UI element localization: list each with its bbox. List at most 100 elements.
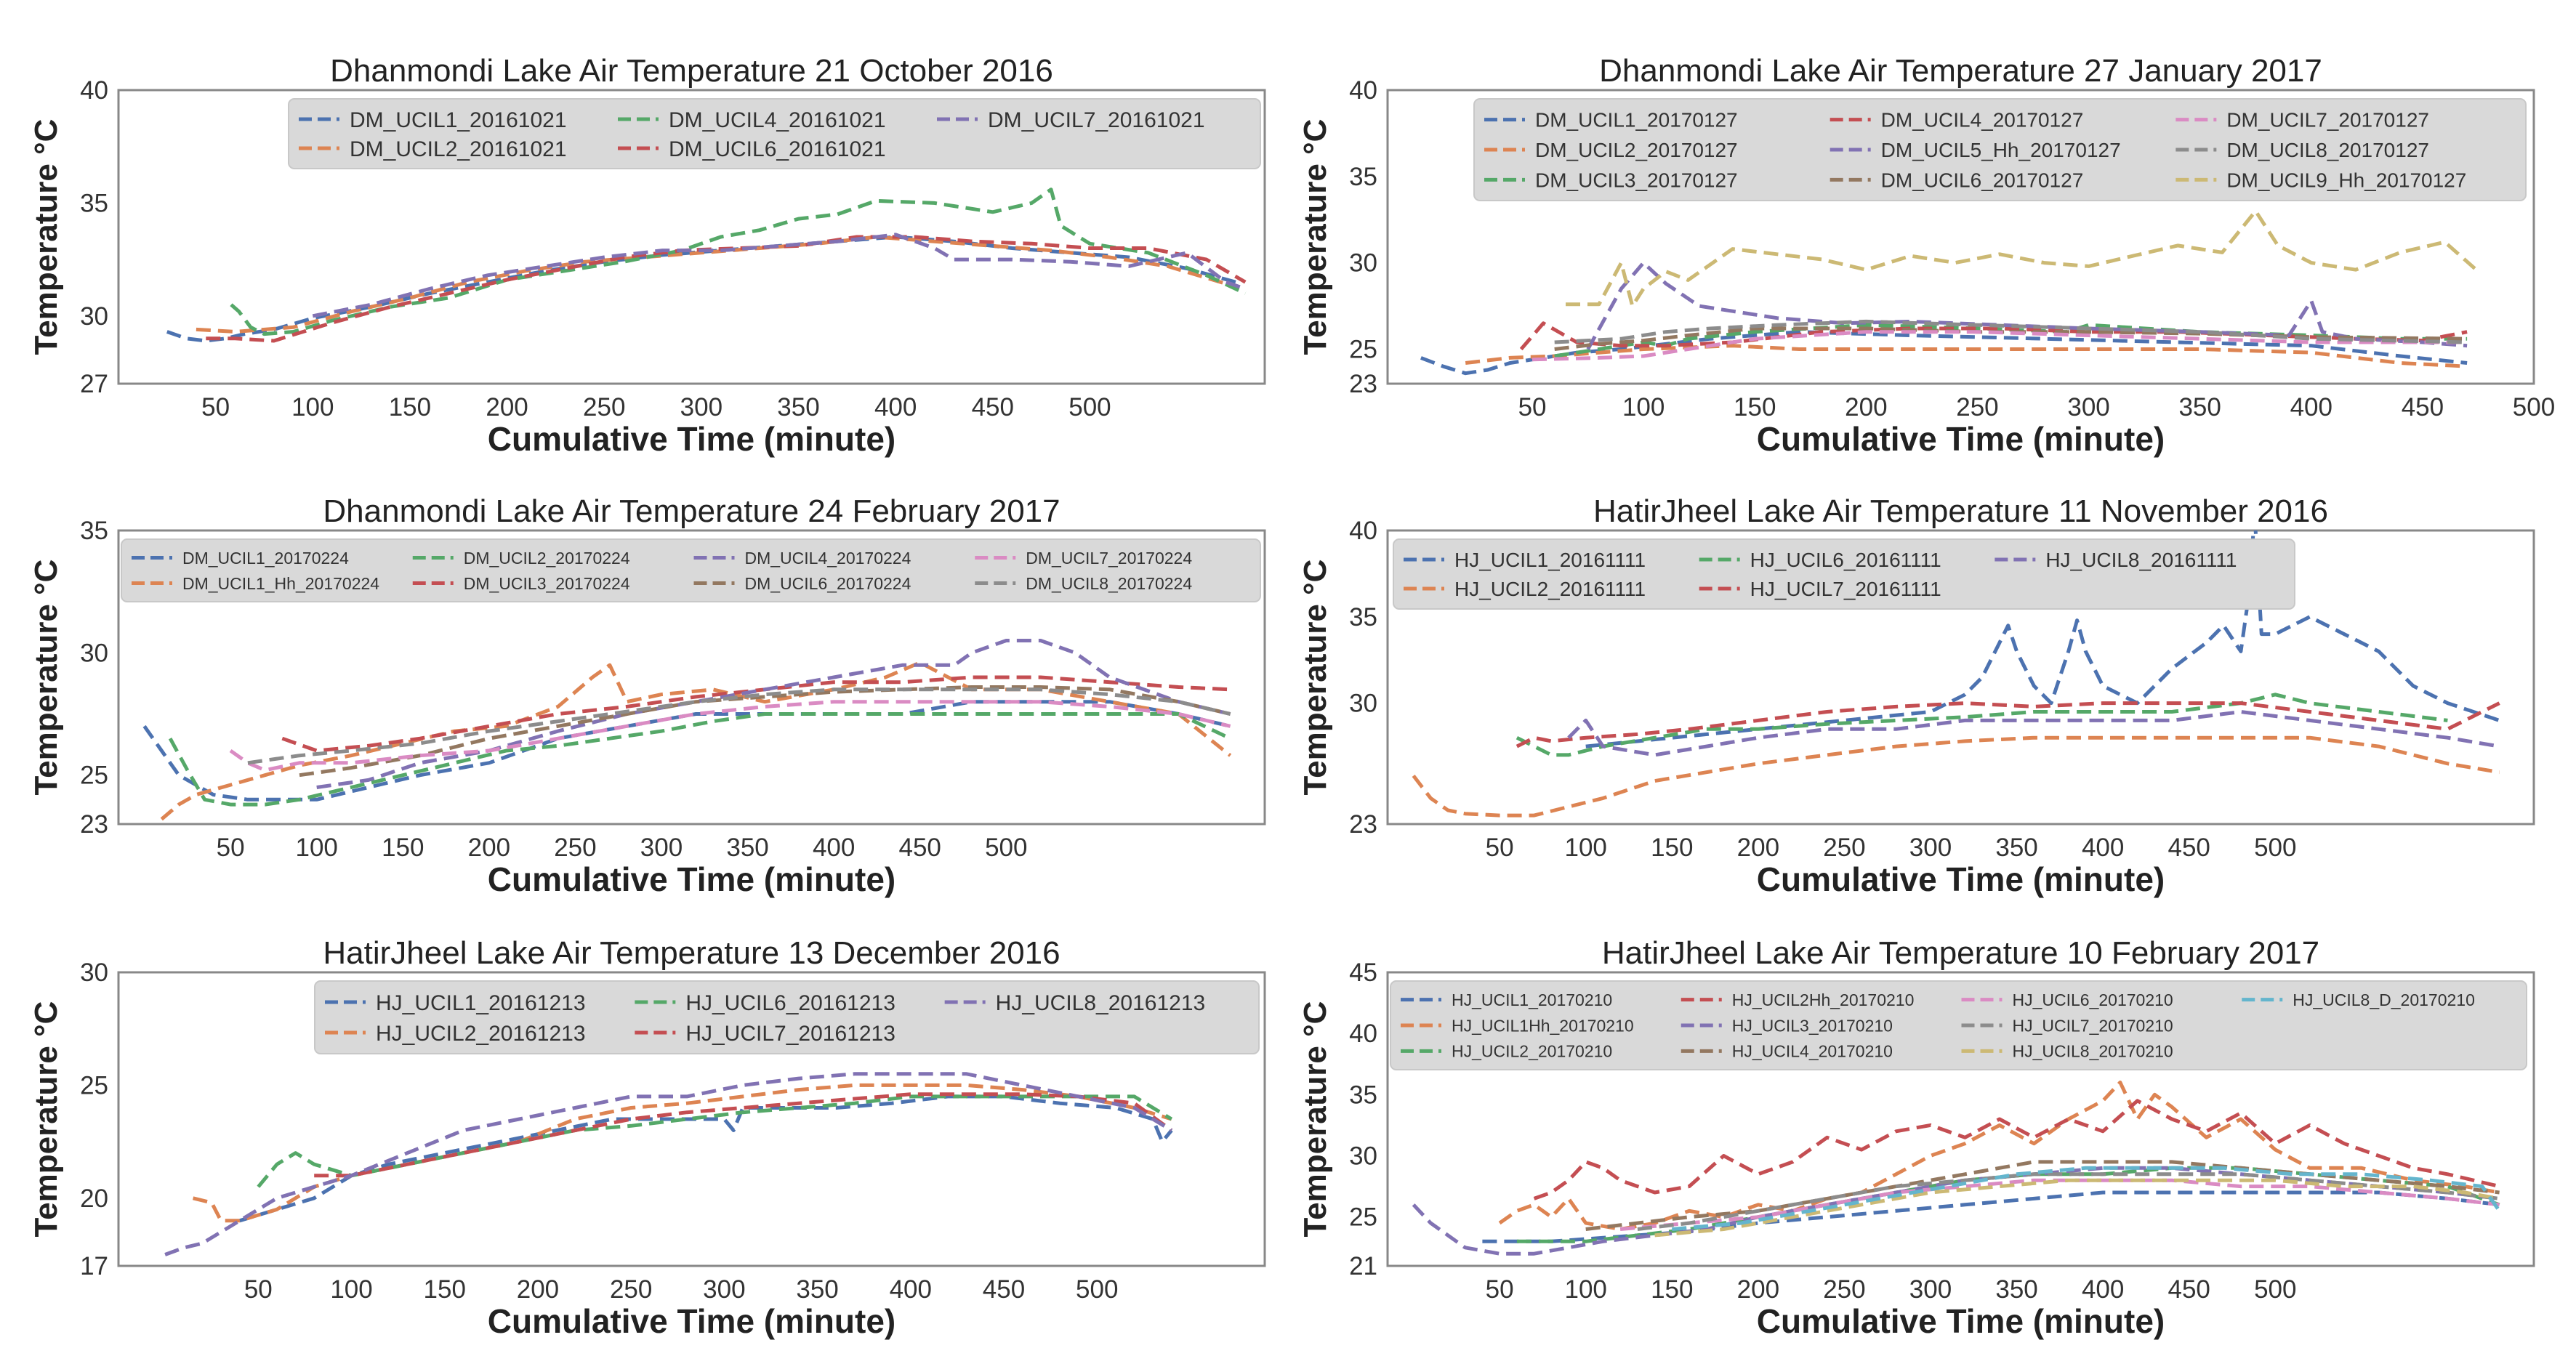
legend-label: HJ_UCIL7_20170210 [2013, 1016, 2173, 1035]
y-tick-label: 30 [1349, 1142, 1377, 1171]
x-tick-label: 450 [2402, 393, 2444, 421]
y-tick-label: 45 [1349, 959, 1377, 987]
y-axis-label: Temperature °C [1297, 1001, 1333, 1238]
chart-panel-6: HatirJheel Lake Air Temperature 10 Febru… [1297, 935, 2535, 1340]
legend-label: HJ_UCIL1Hh_20170210 [1452, 1016, 1634, 1035]
legend-label: HJ_UCIL7_20161213 [685, 1022, 895, 1046]
legend-label: DM_UCIL3_20170224 [464, 574, 630, 593]
y-tick-label: 35 [80, 189, 108, 217]
series-line-HJ_UCIL1_20161213 [238, 1094, 1173, 1223]
y-tick-label: 35 [1349, 163, 1377, 191]
y-tick-label: 25 [80, 1071, 108, 1099]
legend-label: HJ_UCIL6_20161111 [1750, 549, 1941, 571]
legend-label: DM_UCIL4_20170224 [745, 549, 911, 568]
series-line-DM_UCIL1_20170224 [142, 700, 1231, 802]
series-line-DM_UCIL2_20161021 [196, 235, 1236, 334]
y-tick-label: 30 [1349, 249, 1377, 278]
x-tick-label: 400 [2082, 834, 2124, 862]
chart-title: Dhanmondi Lake Air Temperature 24 Februa… [323, 493, 1060, 529]
chart-panel-3: Dhanmondi Lake Air Temperature 24 Februa… [28, 493, 1266, 898]
x-tick-label: 150 [424, 1275, 466, 1304]
legend-label: HJ_UCIL8_20161213 [996, 991, 1206, 1015]
series-line-DM_UCIL8_20170127 [1554, 319, 2468, 344]
x-tick-label: 300 [1909, 1275, 1952, 1304]
x-tick-label: 100 [330, 1275, 372, 1304]
legend-box [314, 980, 1260, 1054]
x-tick-label: 50 [1518, 393, 1547, 421]
series-lines [166, 187, 1247, 343]
legend-label: DM_UCIL2_20161021 [350, 137, 567, 161]
y-tick-label: 35 [1349, 603, 1377, 631]
series-lines [164, 1072, 1173, 1256]
x-tick-label: 350 [2178, 393, 2221, 421]
series-lines [1412, 530, 2500, 818]
series-line-HJ_UCIL7_20161213 [314, 1092, 1173, 1178]
legend-label: DM_UCIL2_20170127 [1535, 139, 1738, 161]
y-axis-label: Temperature °C [28, 1001, 64, 1238]
x-tick-label: 150 [389, 393, 431, 421]
series-line-HJ_UCIL4_20170210 [1585, 1160, 2500, 1231]
series-line-HJ_UCIL8_20161111 [1567, 710, 2500, 757]
legend-label: DM_UCIL1_20170224 [182, 549, 349, 568]
legend-box [121, 538, 1261, 602]
series-line-HJ_UCIL6_20161213 [257, 1094, 1173, 1188]
legend-label: HJ_UCIL7_20161111 [1750, 578, 1941, 600]
series-lines [1412, 1081, 2501, 1256]
legend-label: HJ_UCIL1_20170210 [1452, 990, 1612, 1009]
legend: HJ_UCIL1_20161213 HJ_UCIL2_20161213 HJ_UCI… [314, 980, 1260, 1054]
legend-label: DM_UCIL4_20161021 [669, 108, 886, 132]
legend-label: HJ_UCIL6_20170210 [2013, 990, 2173, 1009]
legend-label: DM_UCIL1_20170127 [1535, 109, 1738, 132]
series-line-HJ_UCIL7_20161111 [1516, 701, 2500, 748]
y-tick-label: 35 [1349, 1081, 1377, 1109]
series-line-DM_UCIL2_20170224 [168, 712, 1231, 807]
x-axis-label: Cumulative Time (minute) [488, 420, 895, 458]
x-tick-label: 400 [813, 834, 855, 862]
legend-label: DM_UCIL4_20170127 [1881, 109, 2084, 132]
y-tick-label: 30 [80, 639, 108, 667]
series-line-HJ_UCIL6_20161111 [1516, 693, 2448, 757]
y-tick-label: 25 [1349, 1203, 1377, 1232]
x-tick-label: 250 [1823, 834, 1865, 862]
legend-label: HJ_UCIL2_20161213 [376, 1022, 586, 1046]
legend-box [1390, 980, 2527, 1070]
legend-box [1393, 538, 2295, 610]
chart-title: HatirJheel Lake Air Temperature 13 Decem… [323, 935, 1060, 971]
y-axis-label: Temperature °C [1297, 119, 1333, 355]
legend-label: DM_UCIL7_20170224 [1026, 549, 1192, 568]
chart-panel-4: HatirJheel Lake Air Temperature 11 Novem… [1297, 493, 2535, 898]
x-axis-label: Cumulative Time (minute) [1757, 1302, 2165, 1340]
legend-label: DM_UCIL8_20170127 [2226, 139, 2429, 161]
series-line-HJ_UCIL8_20170210 [1654, 1178, 2500, 1238]
x-tick-label: 450 [2168, 1275, 2210, 1304]
x-tick-label: 250 [1956, 393, 1998, 421]
x-tick-label: 500 [985, 834, 1027, 862]
x-tick-label: 250 [583, 393, 625, 421]
series-line-DM_UCIL3_20170224 [281, 675, 1231, 753]
legend-label: HJ_UCIL2_20161111 [1454, 578, 1646, 600]
legend-label: HJ_UCIL2_20170210 [1452, 1042, 1612, 1061]
chart-panel-1: Dhanmondi Lake Air Temperature 21 Octobe… [28, 53, 1266, 458]
x-tick-label: 100 [1622, 393, 1665, 421]
x-tick-label: 100 [1565, 1275, 1607, 1304]
x-tick-label: 400 [2082, 1275, 2124, 1304]
x-tick-label: 200 [486, 393, 528, 421]
x-tick-label: 500 [2254, 834, 2296, 862]
y-axis-label: Temperature °C [1297, 560, 1333, 796]
y-tick-label: 27 [80, 370, 108, 398]
x-tick-label: 350 [1995, 1275, 2037, 1304]
x-tick-label: 300 [680, 393, 723, 421]
legend-label: HJ_UCIL6_20161213 [685, 991, 895, 1015]
x-tick-label: 500 [2254, 1275, 2296, 1304]
x-tick-label: 150 [382, 834, 424, 862]
x-tick-label: 50 [217, 834, 245, 862]
legend-label: HJ_UCIL1_20161111 [1454, 549, 1646, 571]
legend-label: DM_UCIL7_20170127 [2226, 109, 2429, 132]
series-line-HJ_UCIL2_20161213 [193, 1083, 1172, 1223]
x-tick-label: 350 [726, 834, 768, 862]
y-tick-label: 40 [1349, 517, 1377, 545]
y-tick-label: 30 [80, 302, 108, 331]
x-tick-label: 150 [1734, 393, 1776, 421]
y-tick-label: 25 [80, 762, 108, 790]
y-axis-label: Temperature °C [28, 119, 64, 355]
